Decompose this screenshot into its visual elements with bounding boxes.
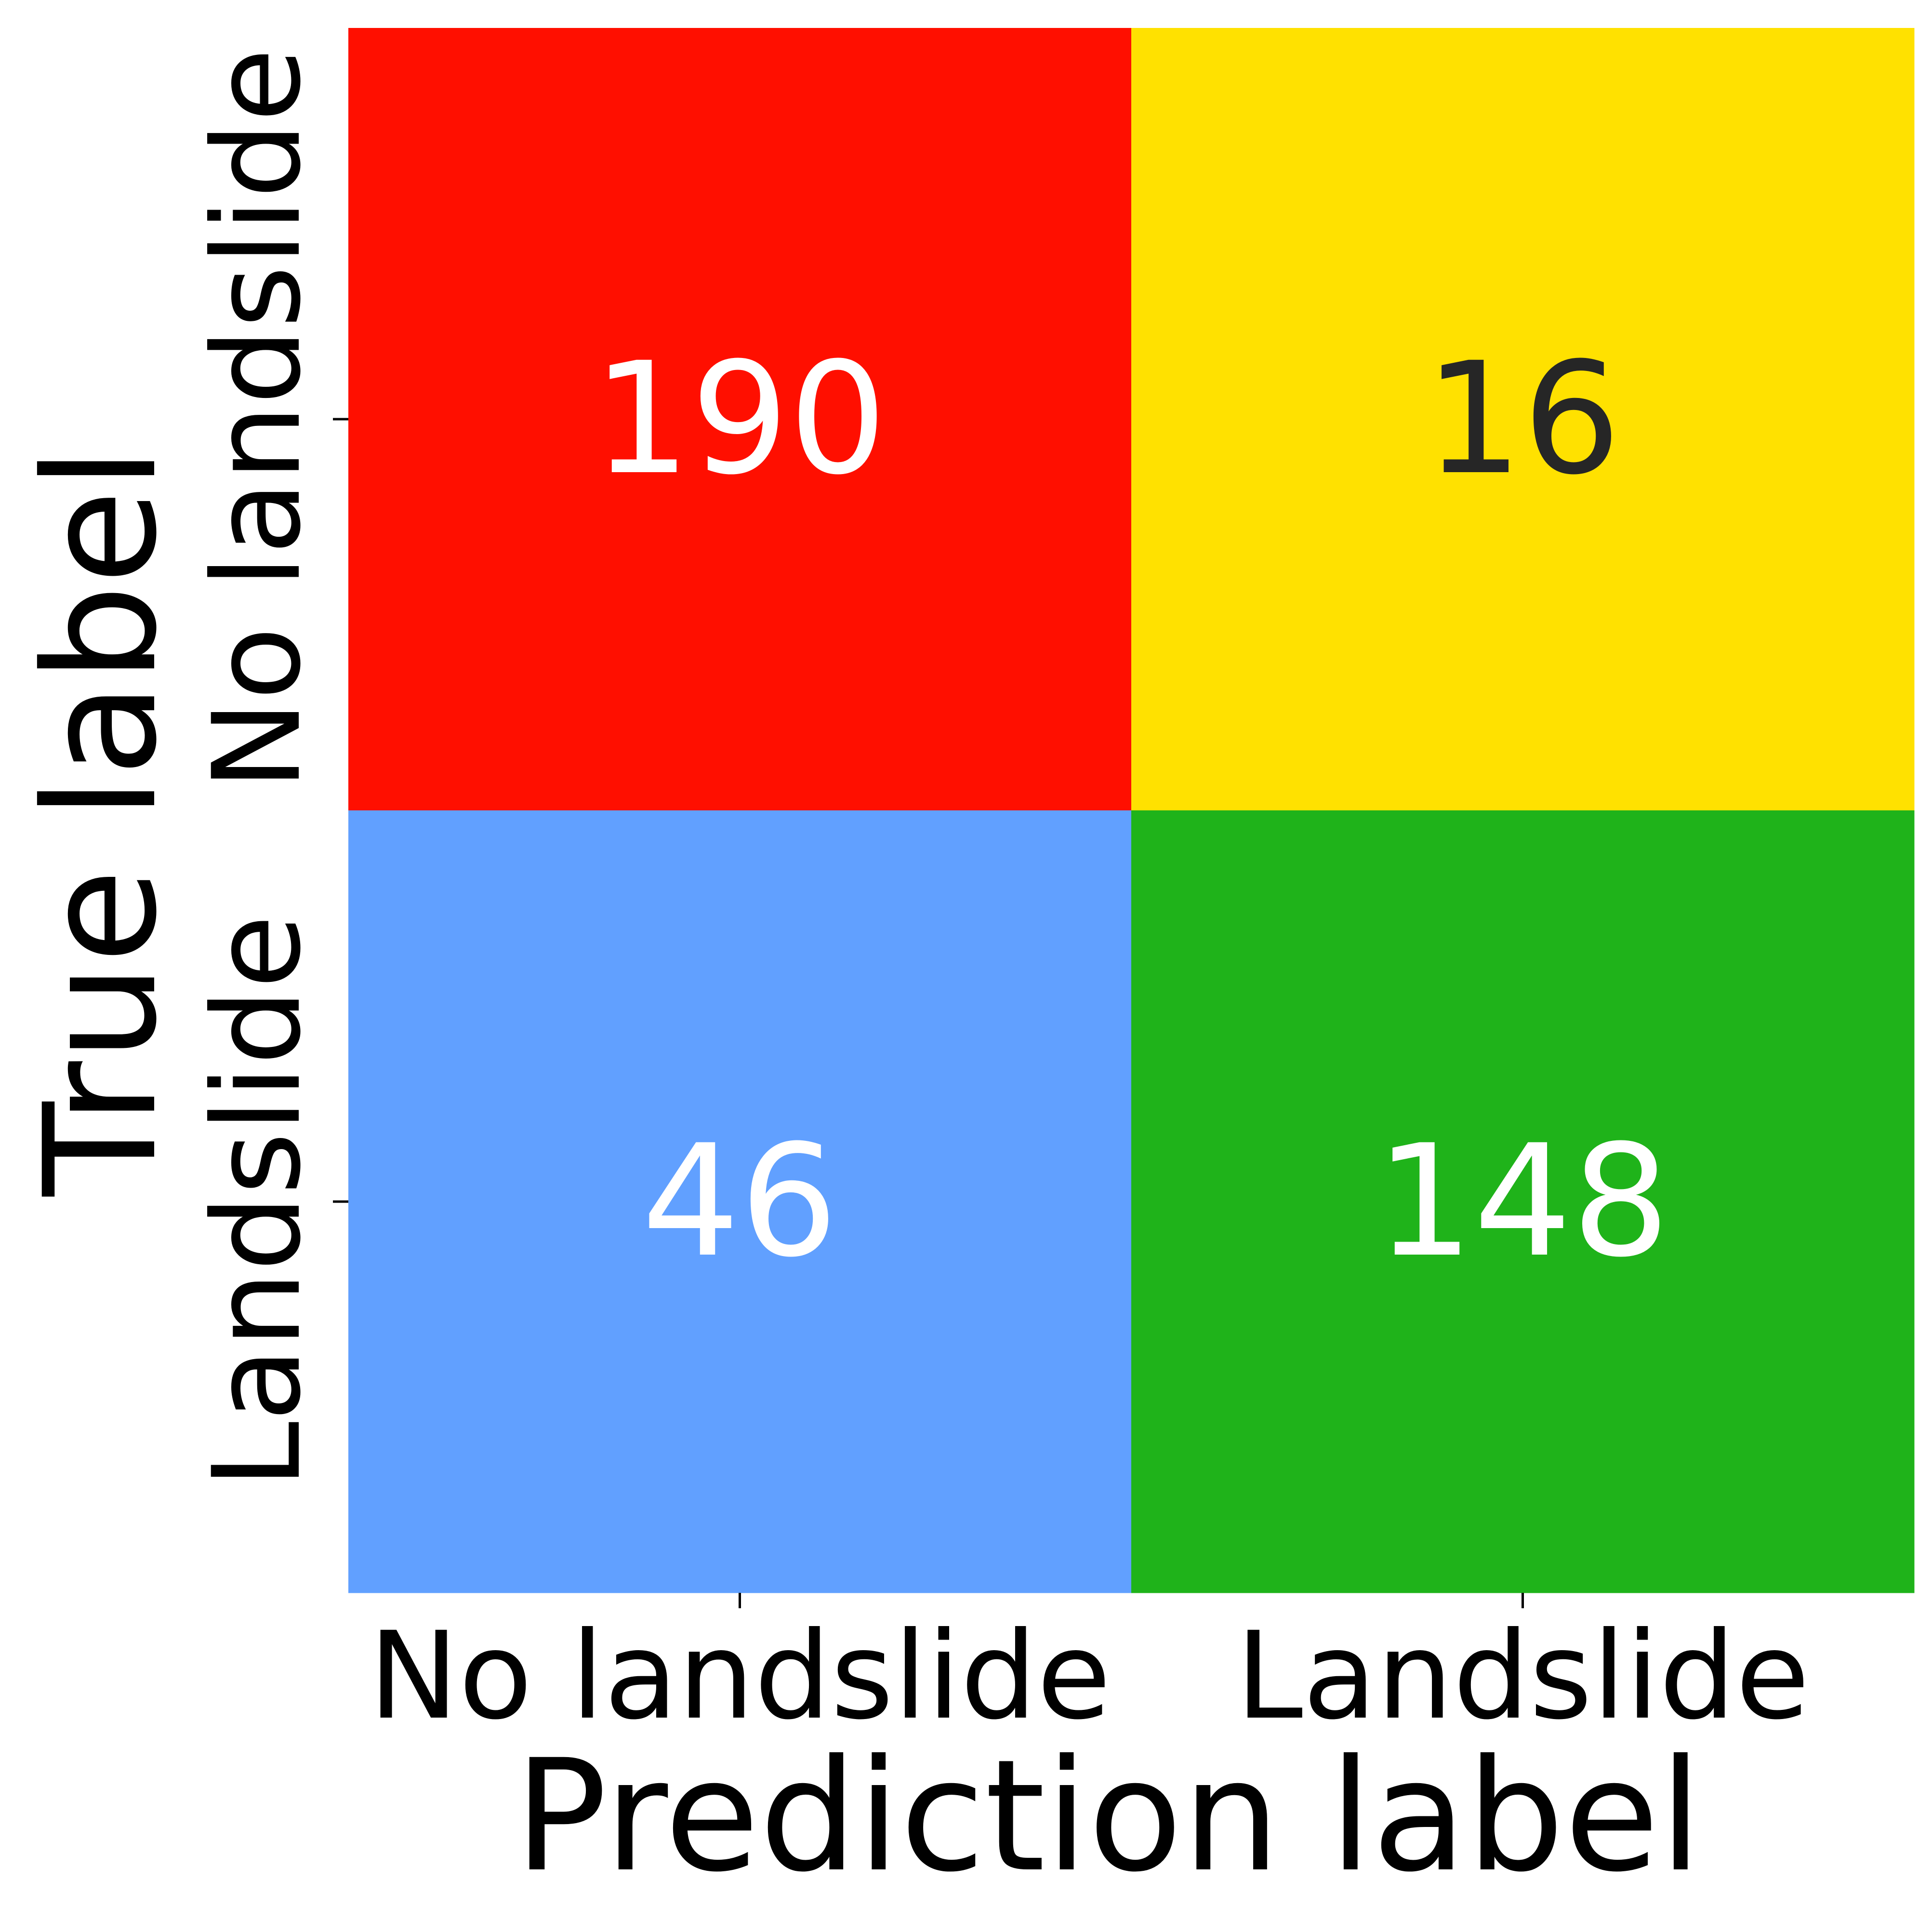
cell-value-1-1: 148 [1376, 1112, 1670, 1291]
y-tick-label-1: Landslide [187, 914, 327, 1488]
heatmap-cell-1-0 [348, 810, 1132, 1593]
x-axis-ticks: No landslide Landslide [369, 1593, 1810, 1746]
cell-value-0-0: 190 [593, 330, 887, 509]
cell-value-1-0: 46 [642, 1112, 838, 1291]
x-axis-label: Prediction label [514, 1727, 1702, 1906]
x-tick-label-0: No landslide [369, 1606, 1111, 1746]
heatmap-cell-0-0 [348, 28, 1132, 811]
cell-value-labels: 190 16 46 148 [593, 330, 1670, 1291]
heatmap-cell-0-1 [1131, 28, 1915, 811]
x-tick-label-1: Landslide [1236, 1606, 1810, 1746]
y-axis-label: True label [12, 447, 191, 1198]
y-tick-label-0: No landslide [187, 48, 327, 791]
heatmap-cells [348, 28, 1915, 1593]
y-axis-ticks: No landslide Landslide [187, 48, 348, 1489]
cell-value-0-1: 16 [1425, 330, 1621, 509]
heatmap-cell-1-1 [1131, 810, 1915, 1593]
